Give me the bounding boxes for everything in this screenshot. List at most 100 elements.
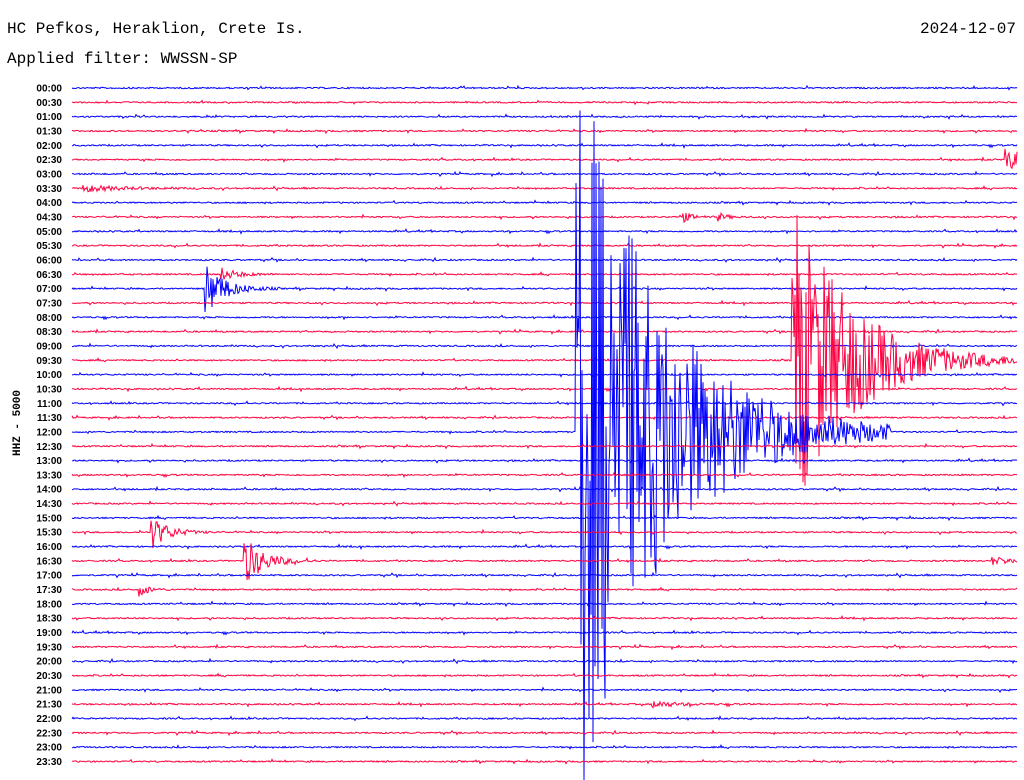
time-label: 18:30 [36, 614, 62, 625]
trace-1730 [72, 586, 1018, 597]
time-label: 13:00 [36, 456, 62, 467]
trace-0900 [71, 342, 1018, 350]
trace-0030 [71, 99, 1018, 106]
trace-0500 [72, 228, 1018, 235]
trace-2330 [71, 758, 1018, 765]
time-label: 22:30 [36, 728, 62, 739]
time-label: 11:30 [37, 413, 62, 424]
time-label: 17:00 [36, 571, 62, 582]
trace-1630 [71, 543, 1018, 580]
trace-0330 [71, 184, 1018, 193]
trace-0000 [71, 84, 1018, 91]
trace-0130 [71, 127, 1018, 135]
trace-0230 [71, 148, 1018, 170]
time-label: 05:30 [36, 241, 62, 252]
time-label: 15:30 [36, 528, 62, 539]
trace-2000 [71, 657, 1018, 665]
time-label: 10:30 [36, 384, 62, 395]
trace-0200 [71, 142, 1018, 149]
time-label: 16:00 [36, 542, 62, 553]
station-title: HC Pefkos, Heraklion, Crete Is. [7, 20, 305, 38]
time-label: 12:00 [36, 427, 62, 438]
trace-2230 [71, 729, 1018, 737]
time-label: 07:30 [36, 298, 62, 309]
time-label: 15:00 [36, 513, 62, 524]
time-label: 02:00 [36, 141, 62, 152]
time-label: 04:30 [36, 212, 62, 223]
time-label: 21:30 [36, 700, 62, 711]
trace-0600 [71, 256, 1018, 264]
trace-0830 [71, 328, 1018, 335]
trace-0930 [71, 215, 1018, 486]
time-label: 19:30 [36, 642, 62, 653]
trace-1900 [71, 629, 1018, 636]
time-label: 01:30 [36, 126, 62, 137]
trace-1100 [71, 399, 1018, 407]
trace-1700 [71, 571, 1018, 579]
time-label: 00:00 [36, 84, 62, 95]
time-label: 12:30 [36, 442, 62, 453]
time-label: 02:30 [36, 155, 62, 166]
time-label: 01:00 [36, 112, 62, 123]
trace-1000 [71, 371, 1017, 378]
trace-1500 [71, 514, 1018, 522]
time-label: 23:30 [36, 757, 62, 768]
time-label: 06:30 [36, 270, 62, 281]
time-label: 08:00 [36, 313, 62, 324]
time-label: 00:30 [36, 98, 62, 109]
filter-label: Applied filter: WWSSN-SP [7, 50, 238, 68]
trace-2300 [71, 744, 1018, 750]
trace-1200 [71, 110, 1018, 780]
time-label: 19:00 [36, 628, 62, 639]
trace-0430 [71, 211, 1018, 224]
time-label: 14:30 [36, 499, 62, 510]
time-label: 09:00 [36, 341, 62, 352]
trace-1130 [71, 414, 1018, 421]
trace-0800 [71, 314, 1018, 321]
time-label: 18:00 [36, 599, 62, 610]
time-label: 10:00 [36, 370, 62, 381]
time-label: 13:30 [36, 470, 62, 481]
time-label: 20:00 [36, 657, 62, 668]
time-label: 03:00 [36, 169, 62, 180]
trace-2130 [71, 700, 1018, 709]
trace-0730 [71, 299, 1018, 307]
time-label: 16:30 [36, 556, 62, 567]
trace-1300 [71, 457, 1018, 464]
trace-0630 [71, 267, 1018, 280]
trace-1330 [71, 471, 1018, 479]
date-label: 2024-12-07 [919, 20, 1016, 38]
trace-0400 [71, 199, 1018, 206]
trace-0700 [71, 266, 1018, 313]
time-label: 04:00 [36, 198, 62, 209]
trace-1030 [71, 385, 1018, 393]
trace-1830 [71, 615, 1018, 622]
time-label: 23:00 [36, 743, 62, 754]
trace-1930 [71, 643, 1018, 651]
time-label: 05:00 [36, 227, 62, 238]
trace-2100 [71, 686, 1017, 693]
time-label: 14:00 [36, 485, 62, 496]
time-label: 07:00 [36, 284, 62, 295]
time-label: 11:00 [37, 399, 62, 410]
trace-1600 [71, 543, 1018, 551]
time-label: 08:30 [36, 327, 62, 338]
time-label: 20:30 [36, 671, 62, 682]
trace-1800 [71, 600, 1018, 607]
time-label: 09:30 [36, 356, 62, 367]
time-label: 06:00 [36, 255, 62, 266]
trace-2030 [71, 672, 1018, 679]
trace-0300 [71, 170, 1018, 178]
time-label: 17:30 [36, 585, 62, 596]
trace-1530 [71, 520, 1018, 549]
trace-0530 [71, 242, 1018, 249]
trace-1400 [71, 485, 1018, 493]
trace-2200 [71, 715, 1018, 722]
trace-1430 [71, 500, 1018, 507]
time-label: 22:00 [36, 714, 62, 725]
time-label: 03:30 [36, 184, 62, 195]
trace-0100 [71, 113, 1018, 120]
trace-1230 [71, 442, 1018, 450]
time-label: 21:00 [36, 685, 62, 696]
